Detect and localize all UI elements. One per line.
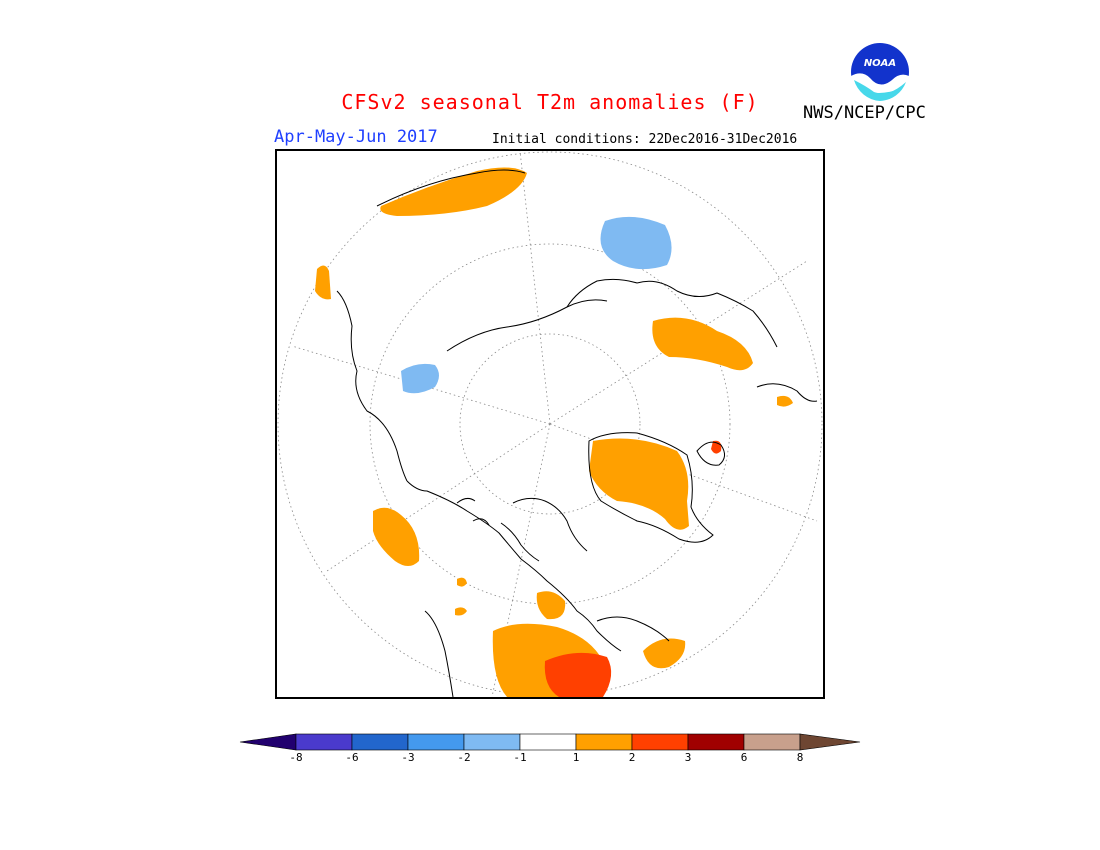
colorbar-svg [239,733,861,751]
anomaly-western-canada [373,507,420,566]
anomaly-gulf-texas [544,652,612,697]
colorbar-tick-label: -2 [457,751,471,764]
polar-map [275,149,825,699]
colorbar-bin [743,733,801,751]
colorbar-tick-label: 8 [796,751,804,764]
logo-text: NOAA [864,58,896,69]
colorbar-tick-label: -3 [401,751,415,764]
coastlines [336,169,818,697]
chart-title: CFSv2 seasonal T2m anomalies (F) [341,90,759,114]
colorbar-bin [463,733,521,751]
initial-conditions: Initial conditions: 22Dec2016-31Dec2016 [492,132,798,147]
colorbar-bin [631,733,689,751]
colorbar-bin [519,733,577,751]
anomaly-pacific-small-2 [455,607,467,616]
map-grid [277,151,823,697]
anomaly-alaska-west [315,265,331,300]
colorbar-tick-label: 1 [572,751,580,764]
colorbar-tick-label: 6 [740,751,748,764]
anomaly-nw-canada [401,363,439,394]
anomaly-atlantic-canada [643,638,686,669]
colorbar-bin [575,733,633,751]
anomaly-greenland [589,438,689,530]
anomaly-scandinavia-east [777,395,793,407]
colorbar-tick-label: -8 [289,751,303,764]
anomaly-siberia-west [600,216,672,270]
colorbar-tick-label: 2 [628,751,636,764]
colorbar-arrow-high [799,733,861,751]
colorbar-arrow-low [239,733,297,751]
anomaly-nw-russia [652,317,753,371]
colorbar-tick-label: 3 [684,751,692,764]
anomaly-fills [315,167,793,697]
colorbar-bin [407,733,465,751]
colorbar-bin [295,733,353,751]
map-canvas [277,151,823,697]
anomaly-ne-asia [380,167,527,216]
agency-label: NWS/NCEP/CPC [803,103,926,123]
anomaly-pacific-small [457,577,467,587]
colorbar [238,732,862,772]
anomaly-ne-us [536,591,566,620]
colorbar-tick-label: -6 [345,751,359,764]
noaa-logo: NOAA [848,40,912,105]
colorbar-bin [351,733,409,751]
colorbar-bin [687,733,745,751]
forecast-period: Apr-May-Jun 2017 [274,127,438,147]
colorbar-tick-label: -1 [513,751,527,764]
